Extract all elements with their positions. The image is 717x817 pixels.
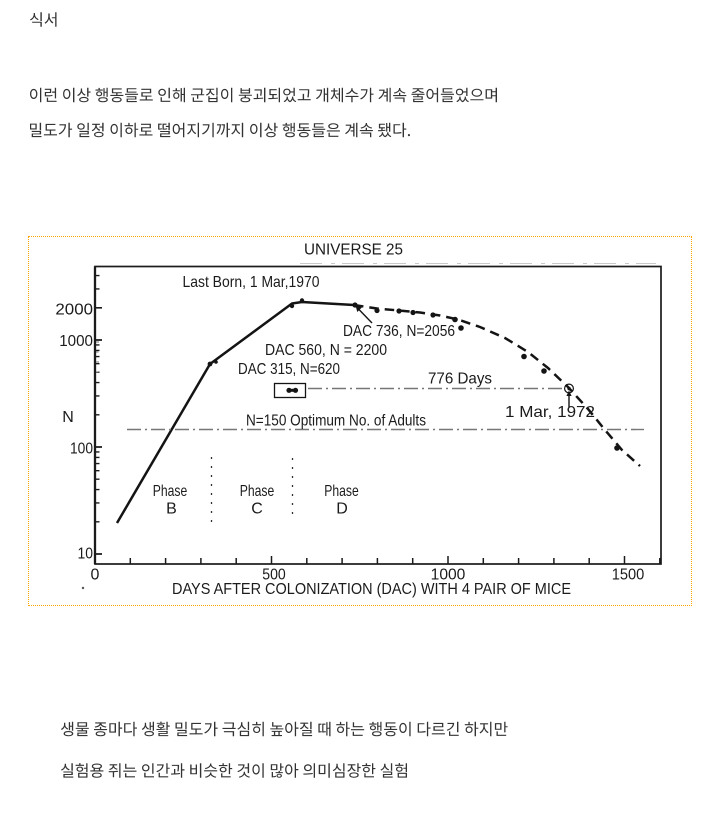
svg-text:0: 0 — [91, 567, 100, 584]
svg-text:Phase: Phase — [153, 483, 188, 500]
svg-text:1 Mar, 1972: 1 Mar, 1972 — [505, 404, 595, 421]
svg-text:B: B — [166, 501, 177, 518]
svg-text:1000: 1000 — [431, 567, 466, 584]
svg-text:D: D — [336, 501, 348, 518]
svg-text:100: 100 — [70, 440, 93, 457]
svg-text:N=150 Optimum No. of Adults: N=150 Optimum No. of Adults — [246, 413, 426, 430]
svg-text:N: N — [62, 409, 74, 426]
svg-text:DAYS AFTER COLONIZATION (DAC): DAYS AFTER COLONIZATION (DAC) WITH 4 PAI… — [172, 581, 571, 598]
svg-text:DAC 315, N=620: DAC 315, N=620 — [238, 361, 340, 378]
svg-text:1000: 1000 — [59, 333, 93, 350]
svg-text:1500: 1500 — [612, 567, 645, 584]
svg-text:Last Born, 1 Mar,1970: Last Born, 1 Mar,1970 — [183, 274, 320, 291]
svg-text:C: C — [251, 501, 263, 518]
svg-text:Phase: Phase — [240, 483, 275, 500]
svg-text:500: 500 — [262, 567, 286, 584]
svg-text:2000: 2000 — [55, 301, 93, 318]
svg-text:DAC 560, N = 2200: DAC 560, N = 2200 — [265, 342, 387, 359]
svg-text:DAC 736, N=2056: DAC 736, N=2056 — [343, 323, 455, 340]
svg-text:10: 10 — [78, 545, 94, 562]
svg-text:UNIVERSE 25: UNIVERSE 25 — [304, 242, 403, 259]
svg-text:Phase: Phase — [324, 483, 359, 500]
svg-text:776 Days: 776 Days — [428, 371, 492, 388]
